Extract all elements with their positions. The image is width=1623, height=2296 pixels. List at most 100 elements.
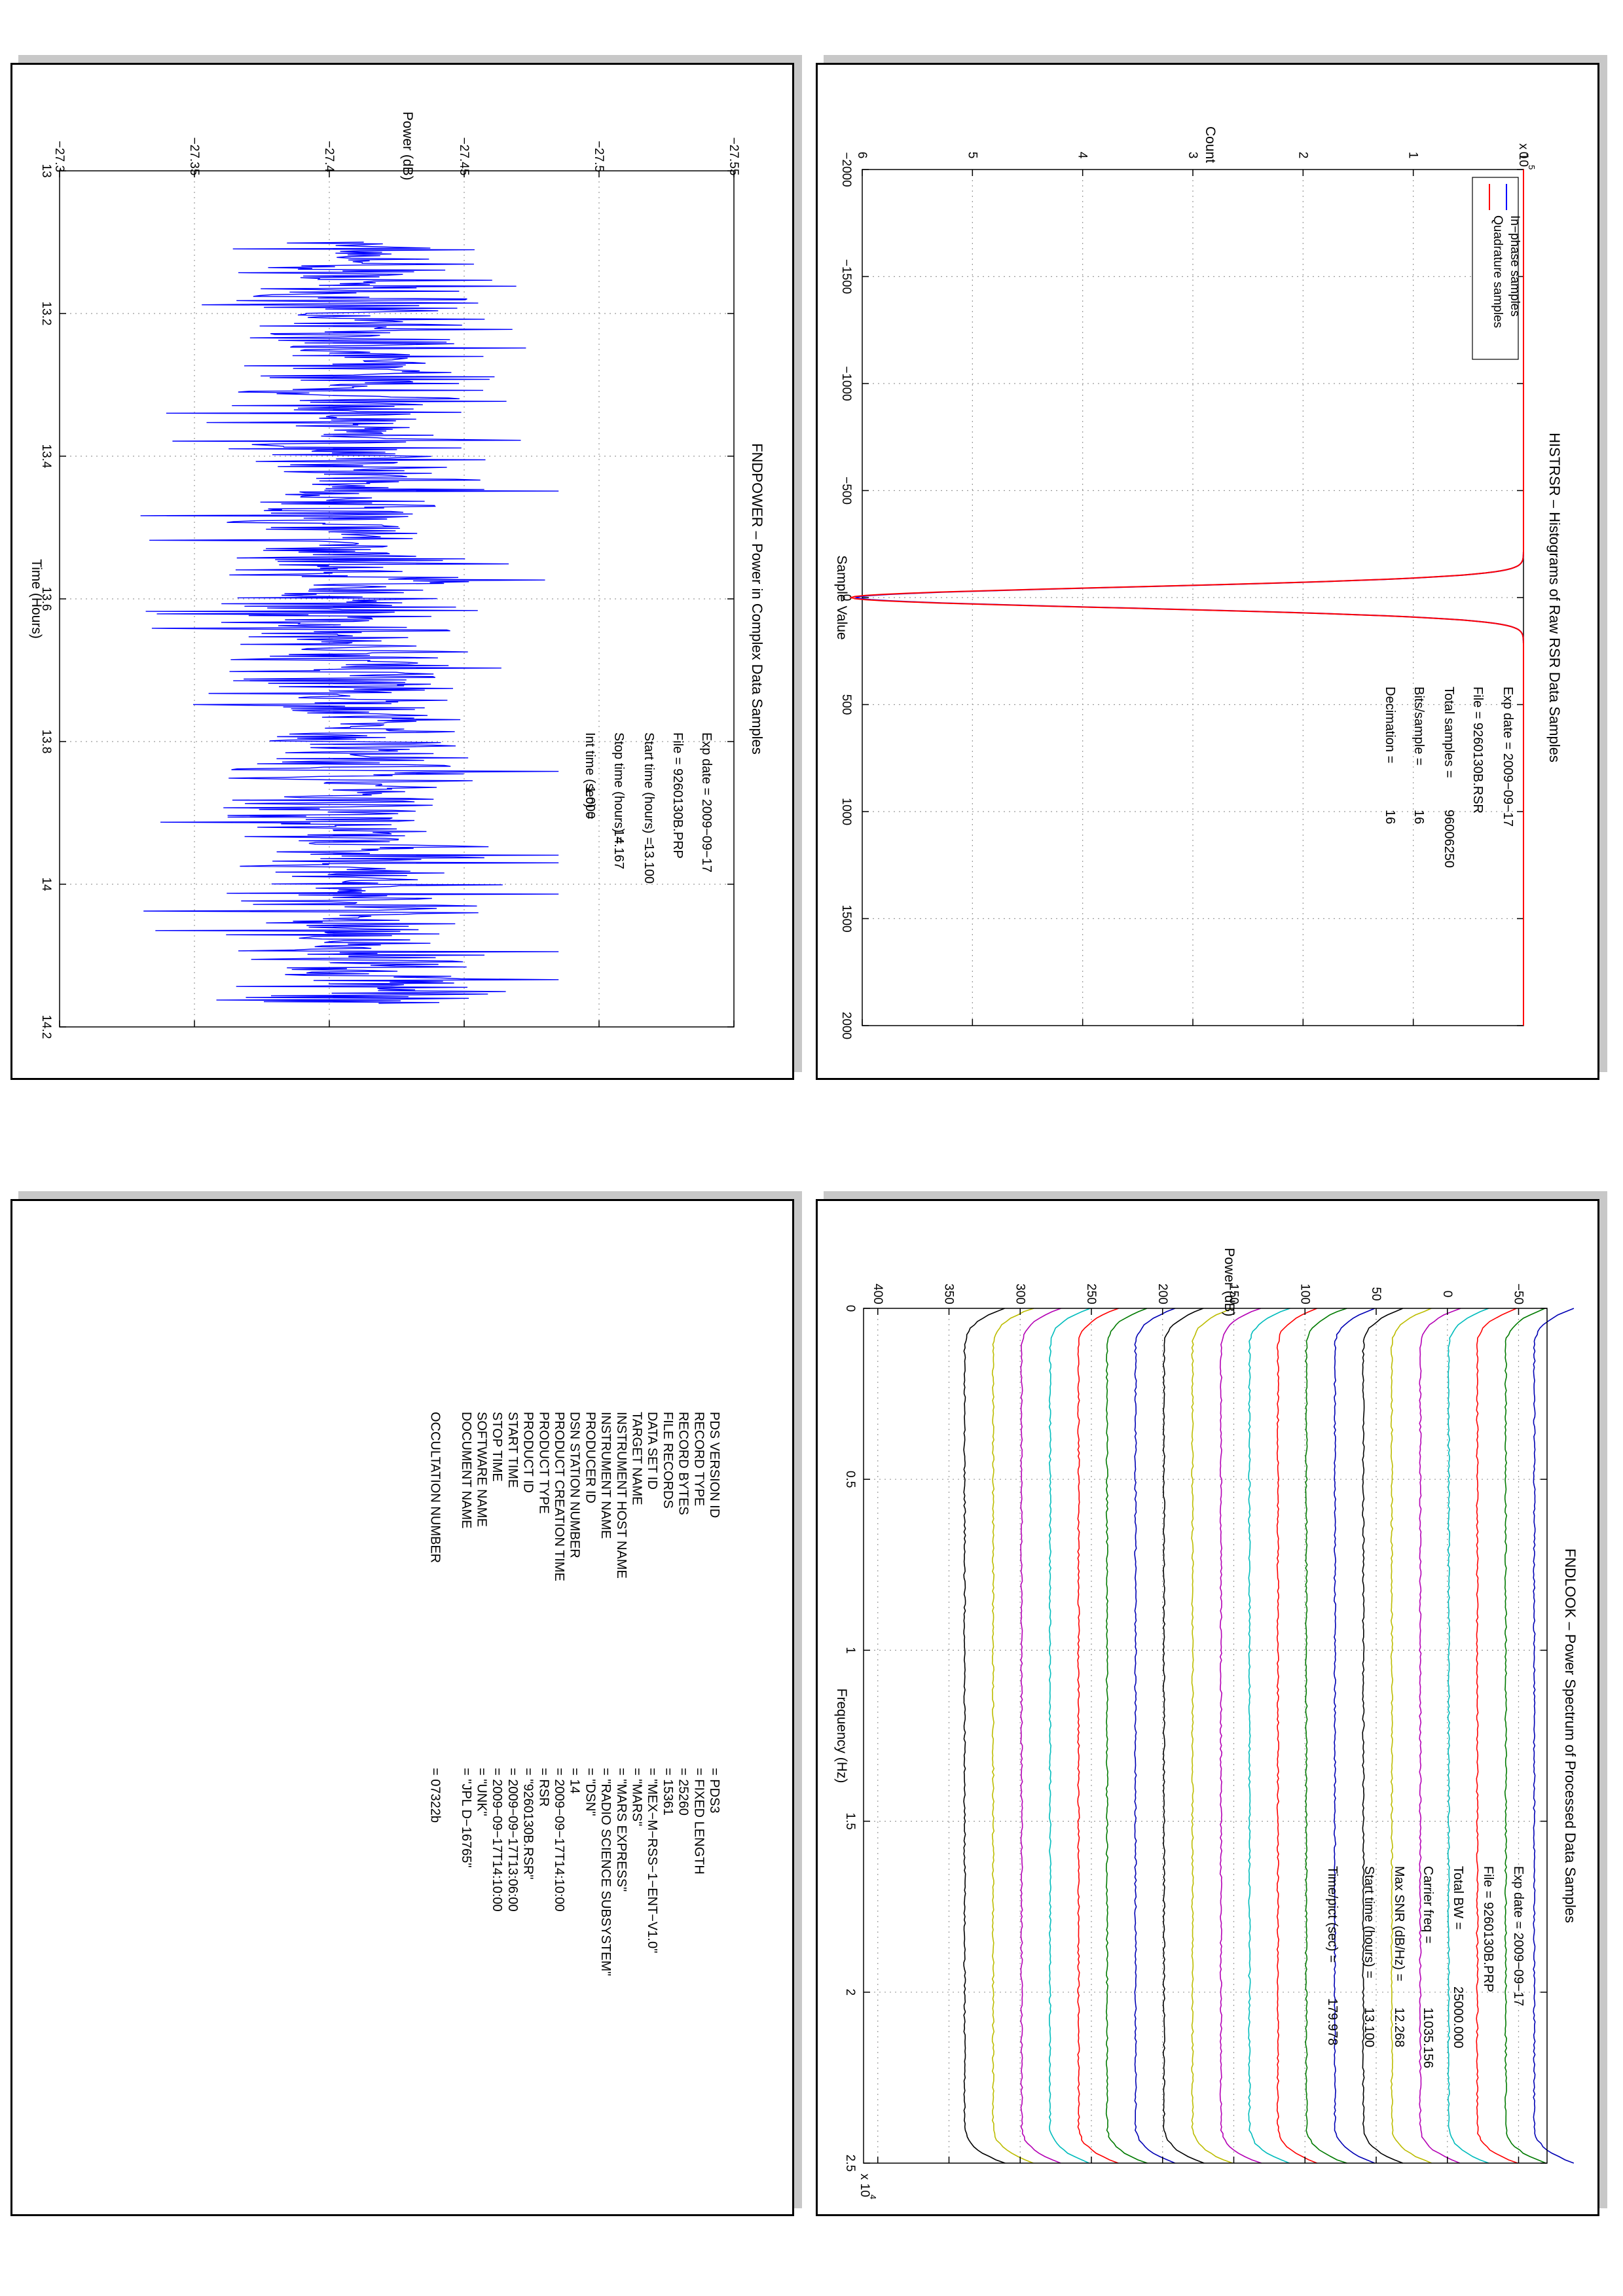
info-label: Start time (hours) = [642, 732, 656, 845]
info-label: Total samples = [1442, 687, 1456, 778]
series-line-power [140, 242, 559, 1004]
info-label: Int time (sec) = [583, 732, 597, 819]
spectrum-line [1333, 1308, 1376, 2164]
spectrum-line [1447, 1308, 1489, 2164]
info-label: Exp date = 2009−09−17 [1501, 687, 1515, 827]
info-label: Max SNR (dB/Hz) = [1392, 1866, 1406, 1981]
fndpower-plot-area: 13 13.2 13.4 13.6 13.8 14 14.2 −27.55 −27.5 −27.4… [39, 137, 740, 1039]
pds-value: = 2009−09−17T14:10:00 [490, 1768, 504, 1912]
spectrum-line [1191, 1308, 1233, 2164]
pds-key: DOCUMENT NAME [459, 1412, 473, 1529]
y-axis-label: Power (dB) [400, 111, 415, 180]
spectrum-line [1476, 1308, 1518, 2164]
spectrum-line [1305, 1308, 1347, 2164]
y-tick-label: −27.5 [592, 141, 606, 172]
y-tick-label: 4 [1076, 152, 1089, 159]
spectrum-line [1533, 1308, 1575, 2164]
y-tick-label: −27.45 [457, 137, 471, 176]
info-label: Stop time (hours) = [611, 732, 626, 844]
fndpower-chart: 13 13.2 13.4 13.6 13.8 14 14.2 −27.55 −27.5 −27.4… [29, 111, 765, 1039]
spectrum-line [1276, 1308, 1317, 2164]
y-tick-label: 0 [1440, 1291, 1454, 1298]
x-tick-label: 1000 [839, 798, 853, 825]
info-label: Decimation = [1383, 687, 1397, 763]
pds-value: = "MARS EXPRESS" [614, 1768, 629, 1892]
y-axis-label: Power (dB) [1222, 1247, 1237, 1316]
pds-key: DSN STATION NUMBER [568, 1412, 582, 1558]
pds-key: INSTRUMENT HOST NAME [614, 1412, 629, 1579]
x-tick-label: 14 [39, 877, 53, 891]
info-value: 12.268 [1392, 2007, 1406, 2047]
spectrum-line [1504, 1308, 1546, 2164]
info-value: 96006250 [1442, 810, 1456, 868]
x-tick-label: −1500 [839, 259, 853, 294]
x-tick-label: −2000 [839, 152, 853, 187]
x-tick-label: 1500 [839, 905, 853, 932]
legend-entry: Quadrature samples [1491, 215, 1504, 328]
y-tick-label: 400 [871, 1283, 884, 1304]
pds-value: = "UNK" [475, 1768, 489, 1816]
y-tick-label: 0 [1516, 152, 1530, 159]
pds-key: PRODUCT ID [521, 1412, 536, 1493]
pds-value: = 15361 [661, 1768, 675, 1816]
spectrum-line [991, 1308, 1034, 2164]
x-exponent-power: 4 [868, 2195, 878, 2199]
pds-label-table: PDS VERSION ID = PDS3 RECORD TYPE = FIXED L… [428, 1412, 721, 1976]
info-label: File = 9260130B.PRP [670, 732, 685, 859]
y-tick-label: 100 [1298, 1283, 1311, 1304]
x-tick-label: 13 [39, 164, 53, 177]
histrsr-panel: −2000 −1500 −1000 −500 0 500 1000 1500 2000 0 1 2 3 4… [816, 55, 1607, 1080]
y-tick-label: −50 [1512, 1283, 1525, 1304]
legend: In−phase samples Quadrature samples [1472, 177, 1522, 360]
info-value: 1.000 [583, 786, 597, 819]
fndlook-plot-area: 0 0.5 1 1.5 2 2.5 −50 0 50 100 150 200 250 300 350 400 x… [843, 1283, 1575, 2199]
y-tick-label: 2 [1296, 152, 1309, 159]
info-label: Exp date = 2009−09−17 [1511, 1866, 1525, 2006]
info-value: 13.100 [1362, 2007, 1376, 2047]
y-tick-label: 250 [1084, 1283, 1098, 1304]
x-tick-label: 0 [839, 594, 853, 601]
x-tick-label: 2000 [839, 1012, 853, 1039]
pds-key: STOP TIME [490, 1412, 504, 1482]
pds-value: = "9260130B.RSR" [521, 1768, 536, 1879]
info-label: Start time (hours) = [1362, 1866, 1376, 1979]
pds-key: PRODUCT TYPE [536, 1412, 551, 1514]
info-label: File = 9260130B.PRP [1481, 1866, 1495, 1992]
x-tick-label: 13.4 [39, 444, 53, 469]
x-tick-label: 500 [839, 694, 853, 715]
histrsr-chart: −2000 −1500 −1000 −500 0 500 1000 1500 2000 0 1 2 3 4… [834, 126, 1563, 1039]
series-line-quadrature [848, 170, 1524, 1026]
fndlook-panel: 0 0.5 1 1.5 2 2.5 −50 0 50 100 150 200 250 300 350 400 x… [816, 1191, 1607, 2216]
info-label: Carrier freq = [1421, 1866, 1435, 1943]
x-tick-label: −500 [839, 476, 853, 505]
x-axis-label: Time (Hours) [29, 559, 44, 639]
spectrum-line [1362, 1308, 1404, 2164]
legend-entry: In−phase samples [1508, 215, 1522, 317]
x-exponent-base: x 10 [858, 2174, 871, 2197]
pds-key: INSTRUMENT NAME [598, 1412, 613, 1539]
y-tick-label: −27.4 [322, 141, 336, 173]
chart-title: FNDPOWER – Power in Complex Data Samples [749, 443, 765, 755]
info-value: 13.100 [642, 844, 656, 884]
y-exponent-power: 5 [1527, 165, 1537, 170]
spectrum-line [1105, 1308, 1148, 2164]
spectrum-line [1248, 1308, 1290, 2164]
pds-value: = PDS3 [707, 1768, 721, 1813]
x-axis-label: Sample Value [834, 555, 849, 639]
pds-value: = "DSN" [583, 1768, 597, 1816]
spectrum-line [1048, 1308, 1091, 2164]
chart-title: FNDLOOK – Power Spectrum of Processed Da… [1562, 1549, 1578, 1923]
chart-title: HISTRSR – Histograms of Raw RSR Data Sam… [1546, 433, 1563, 762]
y-tick-label: 150 [1227, 1283, 1241, 1304]
plot-frame [863, 1308, 1548, 2164]
y-tick-label: 3 [1186, 152, 1199, 159]
pds-value: = FIXED LENGTH [691, 1768, 706, 1874]
y-tick-label: −27.3 [52, 141, 66, 172]
fndpower-panel: 13 13.2 13.4 13.6 13.8 14 14.2 −27.55 −27.5 −27.4… [10, 55, 802, 1080]
pds-value: = 25260 [676, 1768, 691, 1816]
pds-key: START TIME [505, 1412, 520, 1488]
pds-value: = "MARS" [630, 1768, 644, 1826]
spectrum-line [1419, 1308, 1461, 2164]
pds-value: = "MEX−M−RSS−1−ENT−V1.0" [645, 1768, 659, 1953]
y-tick-label: 5 [965, 152, 979, 159]
